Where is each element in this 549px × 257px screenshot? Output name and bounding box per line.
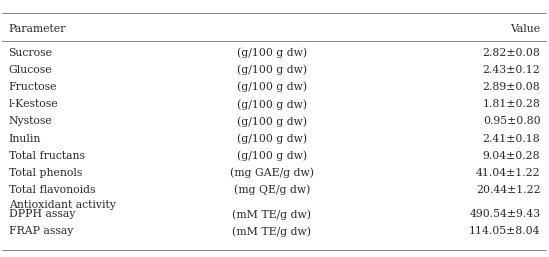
Text: (g/100 g dw): (g/100 g dw) xyxy=(237,133,307,144)
Text: (g/100 g dw): (g/100 g dw) xyxy=(237,116,307,127)
Text: 20.44±1.22: 20.44±1.22 xyxy=(476,185,540,195)
Text: Inulin: Inulin xyxy=(9,134,41,144)
Text: Fructose: Fructose xyxy=(9,82,57,92)
Text: Total fructans: Total fructans xyxy=(9,151,85,161)
Text: Sucrose: Sucrose xyxy=(9,48,53,58)
Text: Nystose: Nystose xyxy=(9,116,52,126)
Text: 0.95±0.80: 0.95±0.80 xyxy=(483,116,540,126)
Text: 2.41±0.18: 2.41±0.18 xyxy=(483,134,540,144)
Text: 490.54±9.43: 490.54±9.43 xyxy=(469,209,540,219)
Text: Value: Value xyxy=(510,24,540,34)
Text: (g/100 g dw): (g/100 g dw) xyxy=(237,99,307,109)
Text: FRAP assay: FRAP assay xyxy=(9,226,73,236)
Text: (g/100 g dw): (g/100 g dw) xyxy=(237,47,307,58)
Text: (g/100 g dw): (g/100 g dw) xyxy=(237,82,307,92)
Text: l-Kestose: l-Kestose xyxy=(9,99,58,109)
Text: (g/100 g dw): (g/100 g dw) xyxy=(237,65,307,75)
Text: Parameter: Parameter xyxy=(9,24,66,34)
Text: Glucose: Glucose xyxy=(9,65,52,75)
Text: 2.43±0.12: 2.43±0.12 xyxy=(483,65,540,75)
Text: Total phenols: Total phenols xyxy=(9,168,82,178)
Text: 41.04±1.22: 41.04±1.22 xyxy=(476,168,540,178)
Text: 2.89±0.08: 2.89±0.08 xyxy=(483,82,540,92)
Text: Total flavonoids: Total flavonoids xyxy=(9,185,95,195)
Text: (g/100 g dw): (g/100 g dw) xyxy=(237,151,307,161)
Text: 1.81±0.28: 1.81±0.28 xyxy=(483,99,540,109)
Text: (mM TE/g dw): (mM TE/g dw) xyxy=(232,226,311,237)
Text: 114.05±8.04: 114.05±8.04 xyxy=(469,226,540,236)
Text: (mg QE/g dw): (mg QE/g dw) xyxy=(233,185,310,196)
Text: 2.82±0.08: 2.82±0.08 xyxy=(483,48,540,58)
Text: 9.04±0.28: 9.04±0.28 xyxy=(483,151,540,161)
Text: (mM TE/g dw): (mM TE/g dw) xyxy=(232,209,311,219)
Text: Antioxidant activity: Antioxidant activity xyxy=(9,200,115,210)
Text: (mg GAE/g dw): (mg GAE/g dw) xyxy=(230,168,314,178)
Text: DPPH assay: DPPH assay xyxy=(9,209,75,219)
